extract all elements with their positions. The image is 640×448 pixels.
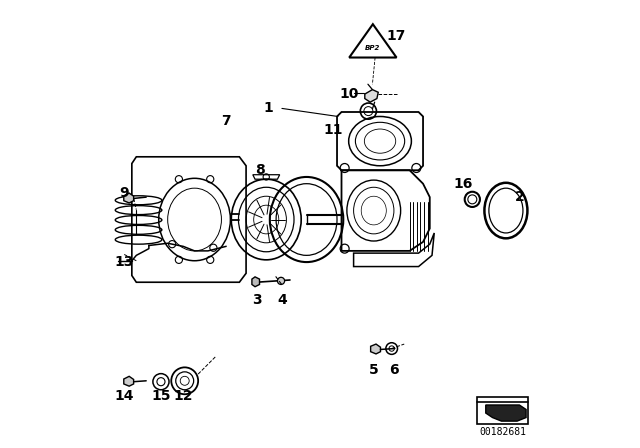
Text: 10: 10 bbox=[339, 87, 359, 101]
Text: 00182681: 00182681 bbox=[479, 427, 526, 437]
Text: 7: 7 bbox=[221, 114, 231, 128]
Text: 13: 13 bbox=[115, 255, 134, 269]
Polygon shape bbox=[124, 193, 134, 203]
Text: 3: 3 bbox=[252, 293, 262, 307]
Circle shape bbox=[278, 277, 285, 284]
Text: 11: 11 bbox=[324, 123, 343, 137]
Text: 5: 5 bbox=[369, 362, 379, 377]
Text: BP2: BP2 bbox=[365, 45, 381, 51]
Text: 6: 6 bbox=[389, 362, 399, 377]
Text: 2: 2 bbox=[515, 190, 524, 204]
Polygon shape bbox=[252, 277, 260, 287]
Text: 9: 9 bbox=[120, 185, 129, 200]
Polygon shape bbox=[486, 405, 526, 421]
Polygon shape bbox=[124, 376, 134, 386]
Text: 8: 8 bbox=[255, 163, 264, 177]
Bar bbox=[477, 397, 529, 424]
Text: 15: 15 bbox=[151, 389, 171, 404]
Polygon shape bbox=[371, 344, 380, 354]
Text: 14: 14 bbox=[115, 389, 134, 404]
Text: 17: 17 bbox=[387, 29, 406, 43]
Text: 16: 16 bbox=[454, 177, 473, 191]
Polygon shape bbox=[365, 90, 378, 102]
Text: 1: 1 bbox=[264, 100, 273, 115]
Text: 4: 4 bbox=[277, 293, 287, 307]
Text: 12: 12 bbox=[173, 389, 193, 404]
